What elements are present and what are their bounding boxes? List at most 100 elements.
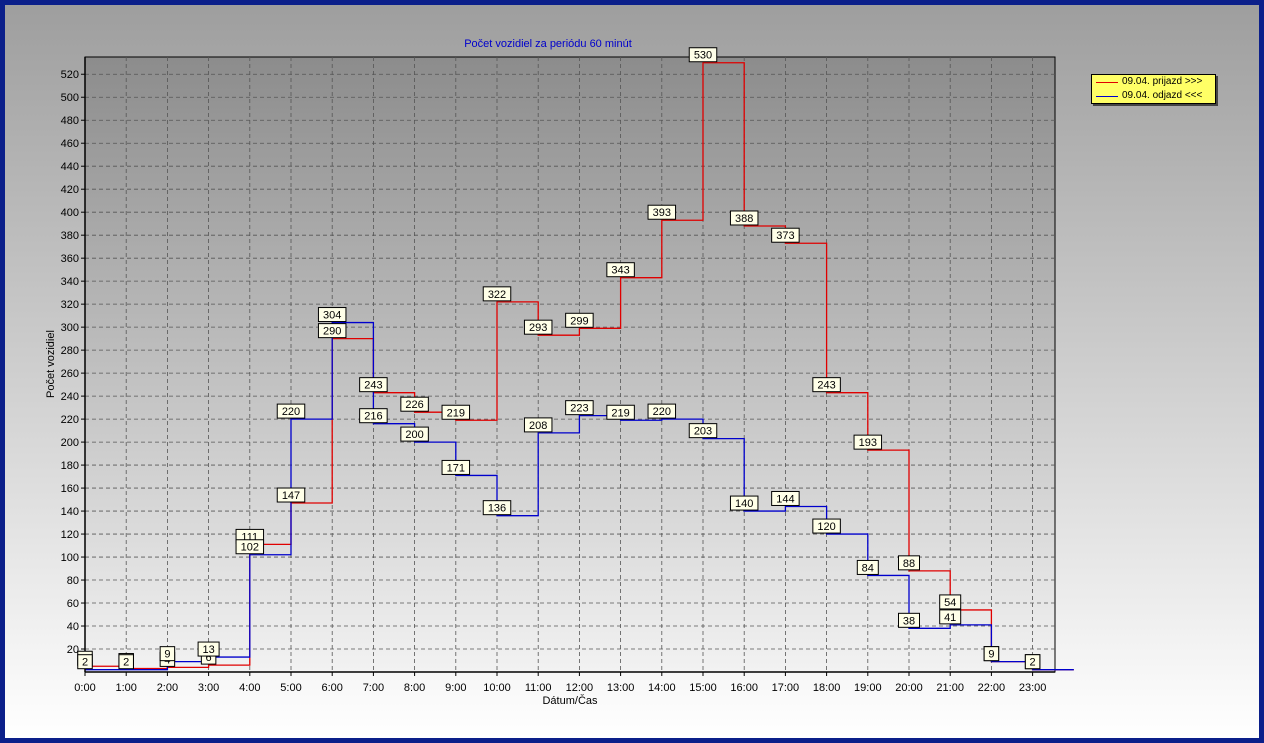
data-label: 219: [447, 407, 465, 419]
data-label-box: [1024, 654, 1041, 670]
legend-swatch-odjazd: [1096, 96, 1118, 97]
data-label: 120: [817, 521, 835, 533]
y-tick-label: 520: [61, 69, 79, 81]
data-label: 304: [323, 310, 341, 322]
y-tick-label: 300: [61, 322, 79, 334]
data-label: 388: [735, 213, 753, 225]
series-line-odjazd: [85, 321, 1074, 671]
x-tick-label: 15:00: [689, 682, 717, 694]
data-label: 2: [1030, 657, 1036, 669]
data-label: 530: [694, 50, 712, 62]
x-tick-label: 17:00: [772, 682, 800, 694]
y-tick-label: 220: [61, 414, 79, 426]
data-label: 200: [405, 429, 423, 441]
data-label-box: [606, 404, 635, 420]
x-tick-label: 9:00: [445, 682, 466, 694]
data-label-box: [812, 377, 841, 393]
data-label-box: [898, 612, 920, 628]
data-label: 243: [817, 380, 835, 392]
data-label: 2: [123, 657, 129, 669]
legend-swatch-prijazd: [1096, 82, 1118, 83]
data-label-box: [359, 377, 388, 393]
data-label-box: [523, 319, 553, 335]
data-label-box: [565, 400, 594, 416]
x-tick-label: 4:00: [239, 682, 260, 694]
x-tick-label: 19:00: [854, 682, 882, 694]
data-label: 41: [944, 612, 956, 624]
y-tick-label: 380: [61, 230, 79, 242]
data-label-box: [523, 417, 553, 433]
x-tick-label: 18:00: [813, 682, 841, 694]
legend-item-odjazd: 09.04. odjazd <<<: [1092, 89, 1215, 103]
y-tick-label: 400: [61, 207, 79, 219]
data-label-box: [197, 641, 220, 657]
y-tick-label: 200: [61, 437, 79, 449]
data-label: 299: [570, 315, 588, 327]
x-tick-label: 12:00: [566, 682, 594, 694]
data-label-box: [565, 312, 594, 328]
data-label: 243: [364, 380, 382, 392]
data-label: 171: [447, 462, 465, 474]
x-tick-label: 3:00: [198, 682, 219, 694]
data-label: 2: [82, 657, 88, 669]
data-label-box: [276, 487, 306, 503]
x-tick-label: 14:00: [648, 682, 676, 694]
data-label-box: [729, 210, 759, 226]
y-tick-label: 340: [61, 276, 79, 288]
data-label-box: [159, 646, 176, 662]
data-label-box: [812, 518, 841, 534]
x-tick-label: 13:00: [607, 682, 635, 694]
data-label-box: [856, 559, 879, 575]
data-label-box: [771, 227, 800, 243]
data-label-box: [688, 423, 718, 439]
legend-item-prijazd: 09.04. prijazd >>>: [1092, 75, 1215, 89]
y-tick-label: 160: [61, 483, 79, 495]
x-tick-label: 23:00: [1019, 682, 1047, 694]
data-label: 147: [282, 490, 300, 502]
data-label: 9: [164, 649, 170, 661]
plot-area: [84, 56, 1056, 673]
data-label: 208: [529, 420, 547, 432]
x-tick-label: 8:00: [404, 682, 425, 694]
data-label-box: [482, 500, 512, 516]
data-label: 373: [776, 230, 794, 242]
x-tick-label: 0:00: [74, 682, 95, 694]
data-label: 322: [488, 289, 506, 301]
y-tick-label: 240: [61, 391, 79, 403]
y-tick-label: 460: [61, 138, 79, 150]
data-label: 6: [206, 652, 212, 664]
data-label: 219: [611, 407, 629, 419]
y-tick-label: 420: [61, 184, 79, 196]
x-tick-label: 10:00: [483, 682, 511, 694]
data-label: 144: [776, 493, 794, 505]
data-label: 220: [653, 406, 671, 418]
data-label: 220: [282, 406, 300, 418]
y-tick-label: 360: [61, 253, 79, 265]
data-label-box: [647, 204, 677, 220]
data-label: 13: [202, 644, 214, 656]
y-tick-label: 140: [61, 506, 79, 518]
x-tick-label: 5:00: [280, 682, 301, 694]
data-label: 140: [735, 498, 753, 510]
data-label: 88: [903, 558, 915, 570]
x-tick-label: 11:00: [525, 682, 552, 694]
x-tick-label: 1:00: [115, 682, 136, 694]
x-tick-label: 20:00: [895, 682, 923, 694]
x-tick-label: 22:00: [978, 682, 1006, 694]
data-label-box: [688, 47, 718, 63]
x-tick-label: 7:00: [363, 682, 384, 694]
y-tick-label: 440: [61, 161, 79, 173]
chart-legend: 09.04. prijazd >>> 09.04. odjazd <<<: [1091, 74, 1216, 104]
y-tick-label: 260: [61, 368, 79, 380]
data-label-box: [317, 323, 347, 339]
data-label-box: [983, 646, 1000, 662]
data-label: 54: [944, 597, 956, 609]
data-label-box: [276, 403, 306, 419]
data-label-box: [771, 490, 800, 506]
data-label-box: [400, 426, 429, 442]
data-label: 203: [694, 426, 712, 438]
data-label: 343: [611, 265, 629, 277]
y-tick-label: 280: [61, 345, 79, 357]
data-label-box: [729, 495, 759, 511]
